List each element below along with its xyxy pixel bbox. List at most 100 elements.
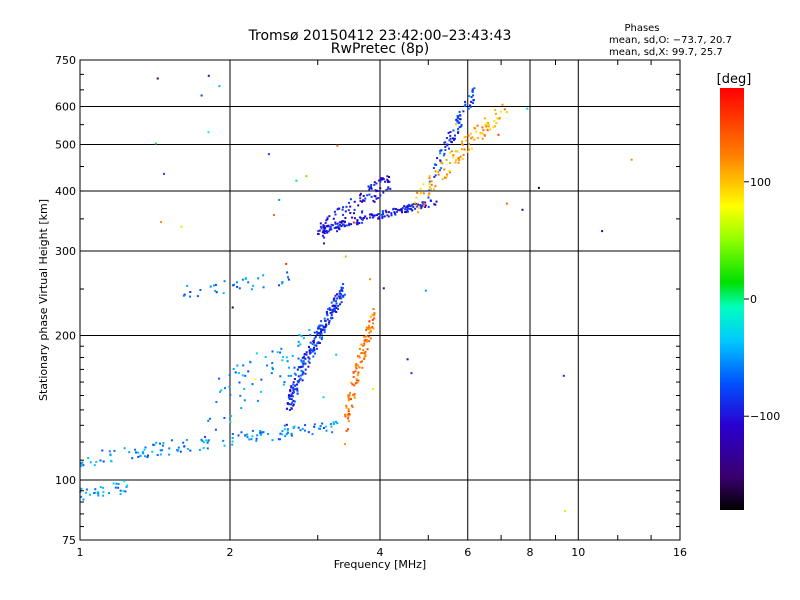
data-point (471, 91, 474, 93)
data-point (496, 117, 499, 120)
data-point (387, 186, 390, 189)
data-point (292, 389, 295, 392)
data-point (198, 448, 201, 451)
data-point (353, 384, 356, 387)
data-point (428, 192, 431, 195)
data-point (330, 228, 333, 231)
data-point (322, 224, 325, 227)
data-point (371, 313, 374, 316)
data-point (361, 200, 364, 203)
data-point (498, 117, 501, 120)
data-point (341, 223, 344, 226)
data-point (313, 337, 316, 340)
data-point (459, 155, 462, 158)
data-point (630, 158, 633, 161)
data-point (182, 294, 185, 297)
data-point (369, 330, 372, 333)
data-point (394, 212, 396, 215)
data-point (80, 462, 83, 465)
data-point (223, 280, 226, 283)
data-point (200, 94, 203, 97)
data-point (326, 231, 329, 234)
data-point (361, 210, 364, 213)
data-point (290, 434, 293, 437)
data-point (320, 338, 323, 341)
data-point (368, 320, 371, 323)
data-point (289, 389, 292, 391)
data-point (320, 332, 323, 335)
data-point (472, 94, 475, 97)
data-point (375, 182, 378, 185)
data-point (365, 334, 368, 337)
data-point (420, 207, 423, 210)
data-point (254, 378, 257, 381)
data-point (477, 137, 479, 139)
data-point (364, 354, 367, 357)
y-tick-label: 750 (55, 54, 76, 67)
data-point (313, 425, 316, 428)
data-point (248, 438, 251, 441)
data-point (423, 202, 426, 205)
data-point (349, 198, 352, 201)
data-point (151, 450, 154, 453)
data-point (247, 370, 250, 373)
data-point (414, 207, 417, 210)
data-point (290, 407, 293, 410)
data-point (421, 201, 424, 204)
data-point (417, 207, 420, 210)
data-point (447, 131, 450, 134)
data-point (234, 371, 237, 374)
data-point (469, 104, 471, 107)
data-point (459, 118, 462, 121)
data-point (434, 203, 437, 206)
data-point (352, 394, 355, 396)
data-point (319, 333, 322, 336)
data-point (337, 304, 340, 307)
data-point (396, 210, 398, 213)
data-point (378, 179, 381, 182)
data-point (335, 302, 338, 305)
data-point (325, 311, 328, 314)
data-point (82, 464, 85, 467)
data-point (186, 447, 189, 450)
data-point (168, 447, 171, 450)
colorbar-label: [deg] (717, 72, 752, 87)
data-point (134, 448, 136, 451)
data-point (144, 446, 147, 449)
data-point (293, 372, 296, 375)
data-point (279, 432, 282, 435)
data-point (95, 460, 98, 463)
data-point (168, 453, 171, 456)
data-point (202, 446, 205, 449)
data-point (299, 377, 302, 380)
data-point (419, 204, 422, 206)
data-point (362, 344, 364, 347)
data-point (123, 447, 126, 450)
data-point (365, 326, 368, 329)
colorbar-tick-label: −100 (750, 410, 780, 423)
data-point (367, 185, 370, 188)
data-point (457, 122, 460, 125)
data-point (324, 425, 327, 428)
phases-o-stats: mean, sd,O: −73.7, 20.7 (609, 35, 732, 46)
data-point (293, 378, 296, 380)
data-point (461, 140, 463, 143)
data-point (93, 464, 96, 467)
data-point (196, 295, 199, 298)
data-point (244, 434, 247, 437)
data-point (562, 374, 565, 377)
data-point (503, 108, 506, 111)
data-point (292, 395, 295, 398)
data-point (474, 127, 477, 130)
data-point (452, 137, 454, 140)
data-point (153, 443, 156, 446)
colorbar-tick-label: 0 (750, 293, 757, 306)
data-point (94, 488, 97, 491)
data-point (162, 442, 165, 445)
data-point (432, 167, 435, 169)
data-point (470, 96, 473, 98)
data-point (369, 337, 372, 340)
data-point (315, 330, 318, 333)
data-point (189, 295, 191, 298)
